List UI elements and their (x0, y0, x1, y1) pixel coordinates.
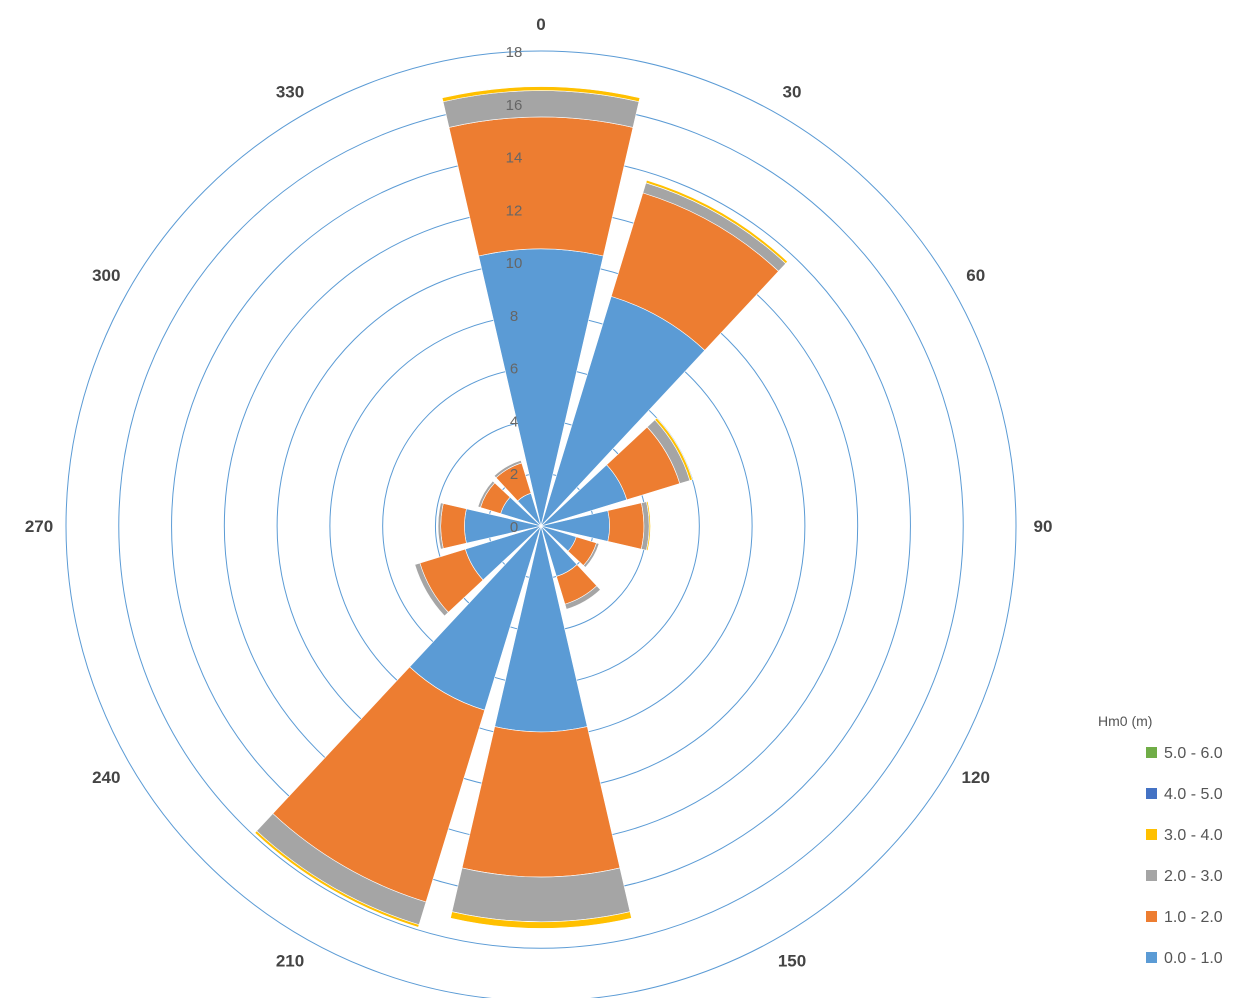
legend-label-0: 5.0 - 6.0 (1164, 745, 1223, 762)
tick-label-16: 16 (506, 97, 523, 114)
legend-label-2: 3.0 - 4.0 (1164, 827, 1223, 844)
direction-label-210: 210 (276, 952, 304, 971)
legend-title: Hm0 (m) (1098, 713, 1152, 729)
petal-0-series-1 (449, 117, 633, 256)
petal-270-series-1 (441, 503, 467, 548)
direction-label-90: 90 (1034, 517, 1053, 536)
direction-label-270: 270 (25, 517, 53, 536)
tick-label-12: 12 (506, 202, 523, 219)
legend-swatch-2 (1146, 829, 1157, 840)
tick-label-2: 2 (510, 466, 518, 483)
tick-label-14: 14 (506, 150, 523, 167)
legend-label-4: 1.0 - 2.0 (1164, 909, 1223, 926)
legend-swatch-4 (1146, 911, 1157, 922)
direction-label-330: 330 (276, 82, 304, 101)
legend-label-5: 0.0 - 1.0 (1164, 950, 1223, 967)
petal-180-series-1 (462, 727, 620, 877)
direction-label-30: 30 (783, 82, 802, 101)
direction-label-120: 120 (962, 768, 990, 787)
legend-label-1: 4.0 - 5.0 (1164, 786, 1223, 803)
legend-swatch-1 (1146, 788, 1157, 799)
tick-label-4: 4 (510, 413, 518, 430)
legend-swatch-5 (1146, 952, 1157, 963)
direction-label-300: 300 (92, 266, 120, 285)
legend-swatch-3 (1146, 870, 1157, 881)
legend: Hm0 (m) 5.0 - 6.0 4.0 - 5.0 3.0 - 4.0 2.0 -… (1098, 713, 1223, 967)
tick-label-6: 6 (510, 361, 518, 378)
legend-label-3: 2.0 - 3.0 (1164, 868, 1223, 885)
direction-label-150: 150 (778, 952, 806, 971)
tick-label-18: 18 (506, 44, 523, 61)
direction-label-240: 240 (92, 768, 120, 787)
direction-label-0: 0 (536, 15, 545, 34)
tick-label-0: 0 (510, 519, 518, 536)
direction-label-60: 60 (966, 266, 985, 285)
legend-swatch-0 (1146, 747, 1157, 758)
tick-label-8: 8 (510, 308, 518, 325)
petal-90-series-1 (608, 503, 644, 549)
tick-label-10: 10 (506, 255, 523, 272)
